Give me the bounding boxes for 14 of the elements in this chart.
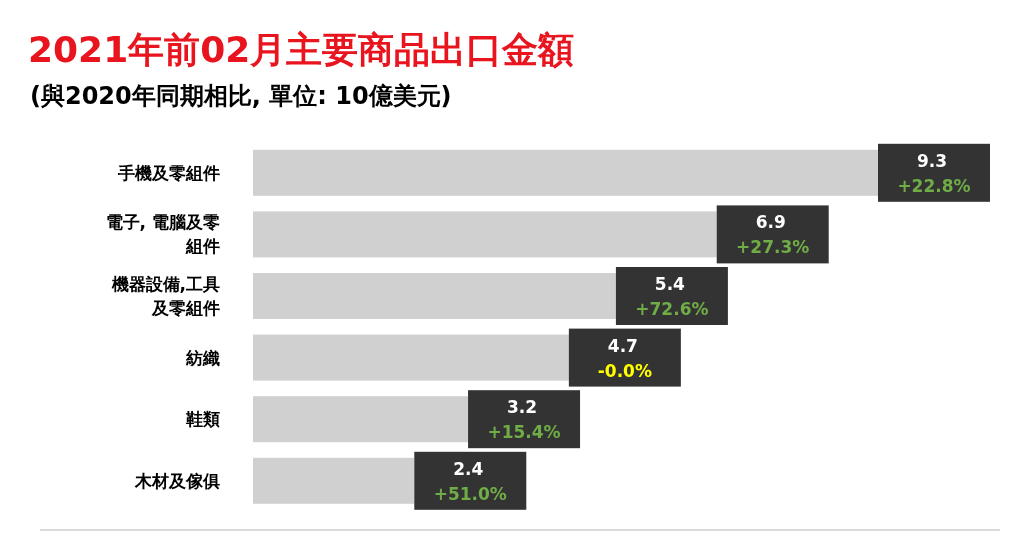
annotation: +27.3% bbox=[736, 237, 810, 258]
annotation: -0.0% bbox=[597, 360, 652, 381]
subtitle: (與2020年同期相比, 單位: 10億美元) bbox=[30, 82, 452, 110]
title: 2021年前02月主要商品出口金額 bbox=[28, 29, 575, 70]
data-label: 4.7 bbox=[607, 335, 638, 356]
annotation: +22.8% bbox=[897, 175, 971, 196]
annotation: +72.6% bbox=[635, 299, 709, 319]
data-label: 9.3 bbox=[916, 150, 948, 171]
data-label: 5.4 bbox=[654, 274, 686, 294]
data-label: 6.9 bbox=[755, 212, 786, 233]
data-label: 3.2 bbox=[506, 397, 538, 418]
annotation: +51.0% bbox=[433, 483, 507, 504]
data-label: 2.4 bbox=[453, 458, 484, 479]
annotation: +15.4% bbox=[487, 422, 561, 443]
